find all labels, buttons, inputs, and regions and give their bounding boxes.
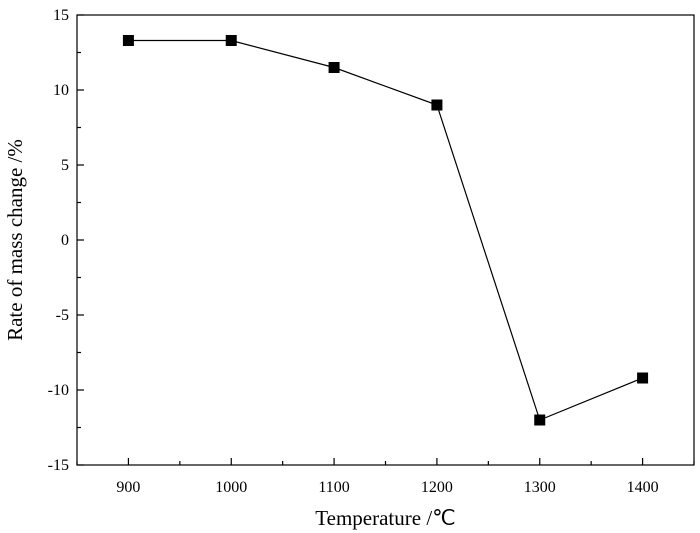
y-tick-label: 5 bbox=[61, 157, 69, 174]
plot-frame bbox=[76, 14, 695, 466]
x-axis-title: Temperature /℃ bbox=[315, 506, 455, 530]
data-point-marker bbox=[225, 35, 237, 46]
x-tick-label: 1000 bbox=[215, 479, 247, 496]
x-tick-label: 1200 bbox=[421, 479, 453, 496]
series-line bbox=[128, 39, 643, 421]
data-point-marker bbox=[534, 414, 546, 426]
y-tick-label: 10 bbox=[53, 82, 69, 99]
y-tick-label: -10 bbox=[48, 382, 69, 399]
data-point-marker bbox=[431, 99, 443, 111]
y-axis-ticks: -15 -10 -5 0 5 10 15 bbox=[48, 7, 84, 474]
y-axis-title: Rate of mass change /% bbox=[3, 139, 27, 341]
data-point-marker bbox=[122, 35, 134, 46]
data-point-marker bbox=[637, 372, 649, 384]
x-tick-label: 1100 bbox=[318, 479, 349, 496]
x-tick-label: 1300 bbox=[524, 479, 556, 496]
x-axis-ticks: 900 1000 1100 1200 1300 1400 bbox=[76, 458, 695, 496]
x-tick-label: 1400 bbox=[627, 479, 659, 496]
y-tick-label: -5 bbox=[56, 307, 69, 324]
series-markers bbox=[122, 35, 649, 426]
data-point-marker bbox=[328, 62, 340, 73]
x-tick-label: 900 bbox=[116, 479, 140, 496]
y-tick-label: 0 bbox=[61, 232, 69, 249]
y-tick-label: -15 bbox=[48, 457, 69, 474]
y-tick-label: 15 bbox=[53, 7, 69, 24]
